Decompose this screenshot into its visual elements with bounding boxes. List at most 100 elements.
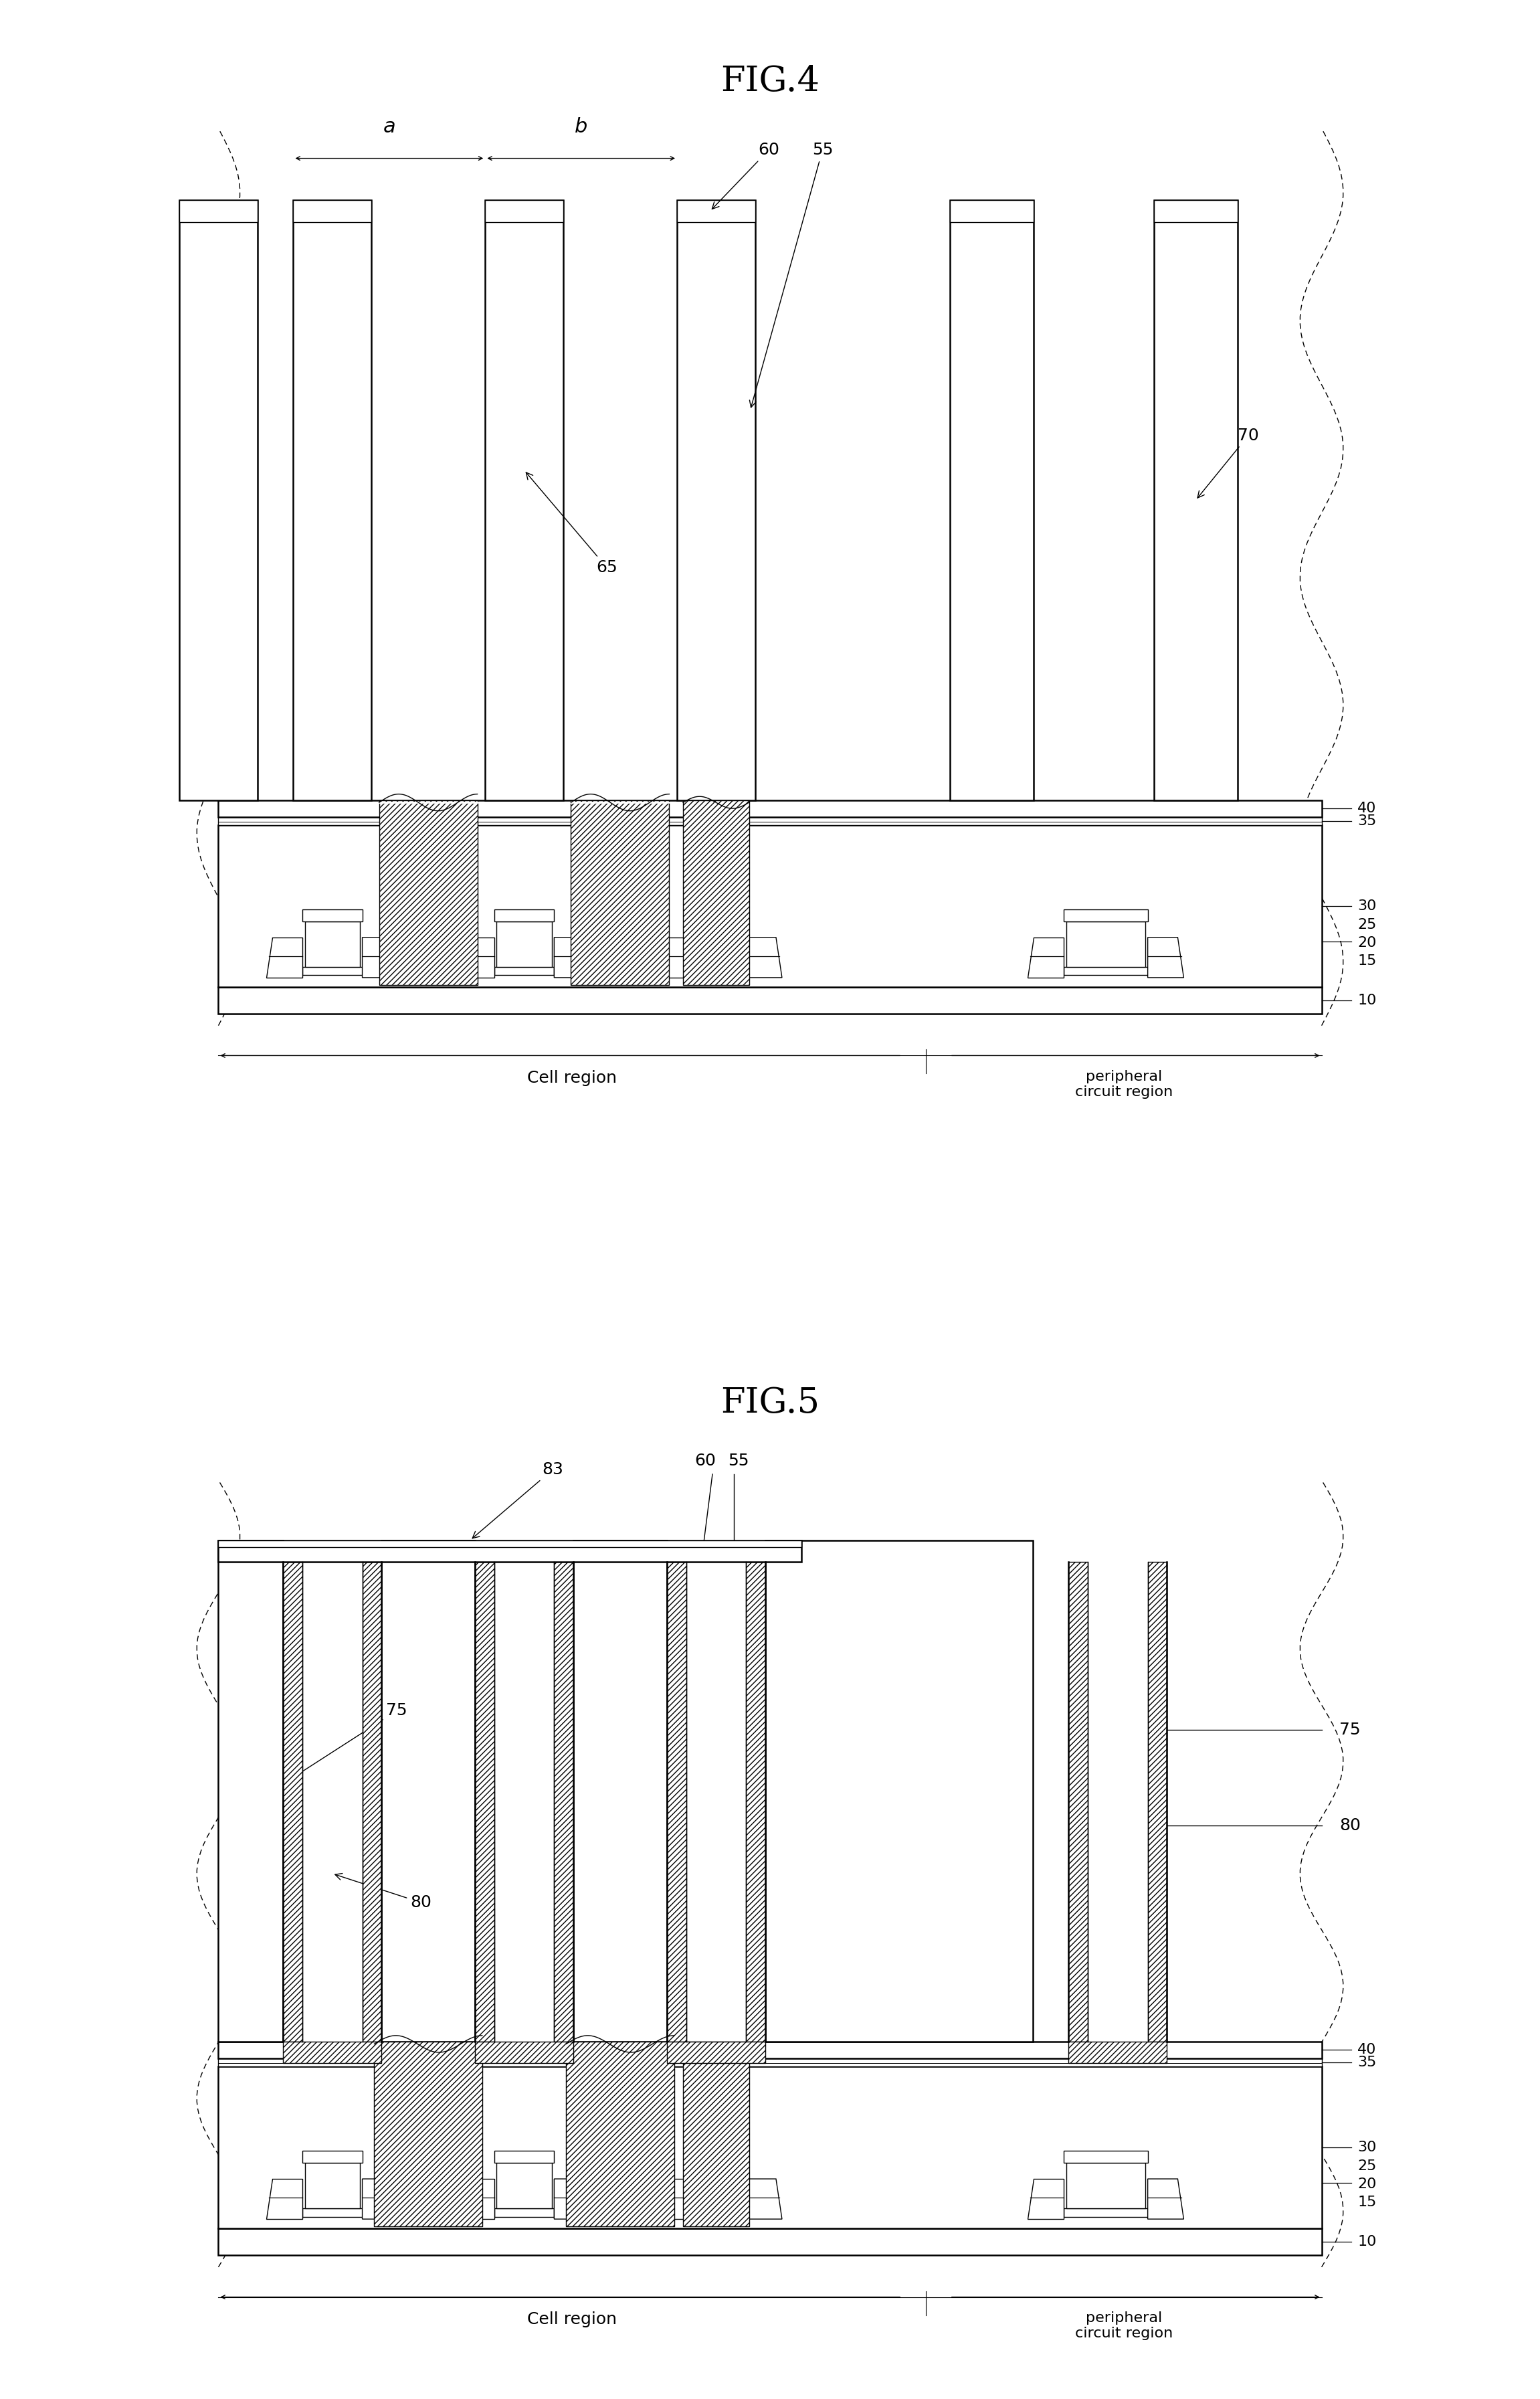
Bar — [485, 199, 564, 799]
Bar — [684, 799, 748, 984]
Bar — [745, 1562, 765, 2042]
Bar — [688, 921, 744, 967]
Text: 80: 80 — [336, 1874, 431, 1910]
Text: 15: 15 — [1358, 955, 1377, 967]
Polygon shape — [459, 938, 494, 979]
Polygon shape — [362, 2178, 399, 2219]
Text: 30: 30 — [1358, 2140, 1377, 2154]
Bar — [567, 2042, 675, 2226]
Bar — [219, 988, 1321, 1012]
Bar — [302, 1562, 362, 2042]
Bar — [494, 909, 554, 921]
Bar — [219, 1540, 801, 1547]
Text: 15: 15 — [1358, 2195, 1377, 2209]
Bar — [362, 1562, 382, 2042]
Polygon shape — [745, 2178, 782, 2219]
Bar — [180, 199, 257, 799]
Bar — [219, 825, 1321, 988]
Bar — [667, 2042, 765, 2063]
Bar — [494, 1562, 554, 2042]
Bar — [379, 799, 477, 984]
Bar — [219, 1540, 801, 1562]
Bar — [293, 199, 371, 799]
Bar — [494, 967, 554, 974]
Bar — [571, 799, 670, 984]
Text: 30: 30 — [1358, 900, 1377, 914]
Polygon shape — [554, 938, 590, 979]
Bar — [374, 2042, 482, 2226]
Text: Cell region: Cell region — [527, 2313, 618, 2327]
Polygon shape — [362, 938, 399, 979]
Bar — [293, 202, 371, 223]
Text: FIG.4: FIG.4 — [721, 65, 819, 98]
Text: FIG.5: FIG.5 — [721, 1387, 819, 1420]
Bar — [685, 2207, 745, 2217]
Bar — [685, 909, 745, 921]
Polygon shape — [1147, 938, 1184, 979]
Bar — [219, 2042, 1321, 2058]
Bar — [485, 202, 564, 223]
Bar — [1087, 1562, 1147, 2042]
Bar — [302, 967, 362, 974]
Text: 80: 80 — [1340, 1818, 1361, 1833]
Bar — [494, 2150, 554, 2164]
Text: 75: 75 — [296, 1703, 408, 1775]
Polygon shape — [554, 2178, 590, 2219]
Bar — [305, 921, 360, 967]
Bar — [219, 801, 1321, 816]
Bar — [219, 1540, 283, 2042]
Text: 10: 10 — [1358, 993, 1377, 1008]
Bar — [573, 1540, 667, 2042]
Text: 20: 20 — [1358, 936, 1377, 950]
Text: 35: 35 — [1358, 813, 1377, 828]
Bar — [685, 2150, 745, 2164]
Bar — [474, 2042, 573, 2063]
Bar — [950, 202, 1033, 223]
Bar — [1066, 2164, 1146, 2207]
Bar — [1153, 199, 1238, 799]
Text: 70: 70 — [1198, 427, 1258, 499]
Polygon shape — [266, 938, 302, 979]
Bar — [765, 1540, 1033, 2042]
Bar — [219, 2066, 1321, 2229]
Text: 10: 10 — [1358, 2236, 1377, 2248]
Text: 60: 60 — [711, 142, 779, 209]
Bar — [688, 2164, 744, 2207]
Bar — [1066, 921, 1146, 967]
Bar — [305, 2164, 360, 2207]
Text: 60: 60 — [695, 1454, 716, 1468]
Bar — [302, 909, 362, 921]
Text: Cell region: Cell region — [527, 1070, 618, 1087]
Bar — [474, 1562, 494, 2042]
Bar — [678, 199, 755, 799]
Polygon shape — [745, 938, 782, 979]
Bar — [382, 1540, 474, 2042]
Text: 55: 55 — [728, 1454, 748, 1468]
Text: 20: 20 — [1358, 2178, 1377, 2190]
Bar — [1153, 202, 1238, 223]
Polygon shape — [650, 2178, 685, 2219]
Text: 25: 25 — [1358, 2159, 1377, 2173]
Text: 40: 40 — [1358, 2044, 1377, 2056]
Bar — [1064, 2207, 1147, 2217]
Bar — [684, 2042, 748, 2226]
Bar — [496, 921, 551, 967]
Polygon shape — [1147, 2178, 1184, 2219]
Bar — [554, 1562, 573, 2042]
Bar — [1064, 2150, 1147, 2164]
Text: peripheral
circuit region: peripheral circuit region — [1075, 1070, 1172, 1099]
Text: 75: 75 — [1340, 1722, 1361, 1737]
Text: 40: 40 — [1358, 801, 1377, 816]
Text: peripheral
circuit region: peripheral circuit region — [1075, 2313, 1172, 2341]
Bar — [283, 1562, 302, 2042]
Bar — [1064, 909, 1147, 921]
Text: 55: 55 — [750, 142, 833, 408]
Bar — [219, 2229, 1321, 2255]
Polygon shape — [1027, 2178, 1064, 2219]
Bar — [685, 967, 745, 974]
Text: 83: 83 — [473, 1461, 564, 1538]
Polygon shape — [459, 2178, 494, 2219]
Bar — [496, 2164, 551, 2207]
Bar — [685, 1562, 745, 2042]
Text: a: a — [383, 118, 396, 137]
